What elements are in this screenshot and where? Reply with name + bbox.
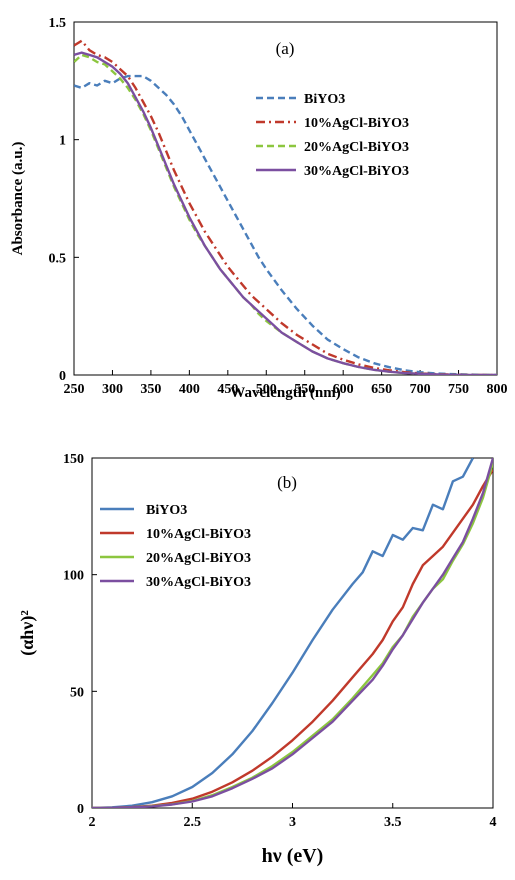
y-tick-label: 150 <box>63 452 84 467</box>
y-axis-label: (αhν)² <box>17 610 38 655</box>
legend-label: 30%AgCl-BiYO3 <box>146 575 251 590</box>
legend-label: BiYO3 <box>146 503 187 518</box>
y-tick-label: 100 <box>63 569 84 584</box>
legend-label: 20%AgCl-BiYO3 <box>146 551 251 566</box>
x-tick-label: 400 <box>179 382 200 397</box>
x-tick-label: 600 <box>333 382 354 397</box>
panel-label: (a) <box>276 39 295 58</box>
x-tick-label: 3.5 <box>384 815 402 830</box>
legend-label: 10%AgCl-BiYO3 <box>146 527 251 542</box>
panel-label: (b) <box>277 473 297 492</box>
legend-label: 20%AgCl-BiYO3 <box>304 140 409 155</box>
legend-label: 10%AgCl-BiYO3 <box>304 116 409 131</box>
x-tick-label: 2 <box>89 815 96 830</box>
x-tick-label: 550 <box>294 382 315 397</box>
x-tick-label: 300 <box>102 382 123 397</box>
legend-label: 30%AgCl-BiYO3 <box>304 164 409 179</box>
legend: BiYO3 10%AgCl-BiYO3 20%AgCl-BiYO3 30%AgCl-B… <box>100 503 251 590</box>
chart-panel-a: 250 300 350 400 450 500 550 600 650 700 750 800 0 0.5… <box>10 16 508 401</box>
y-tick-label: 0.5 <box>49 251 67 266</box>
x-tick-label: 350 <box>140 382 161 397</box>
x-tick-label: 500 <box>256 382 277 397</box>
y-tick-label: 0 <box>77 802 84 817</box>
series-line-10-agcl-biyo3 <box>92 469 493 808</box>
x-axis-label: hν (eV) <box>262 845 324 867</box>
x-tick-label: 650 <box>371 382 392 397</box>
y-tick-label: 1 <box>59 134 66 149</box>
y-tick-label: 50 <box>70 685 84 700</box>
series-line-biyo3 <box>74 74 497 375</box>
series-line-30-agcl-biyo3 <box>92 458 493 808</box>
series-line-30-agcl-biyo3 <box>74 51 497 375</box>
x-tick-label: 450 <box>217 382 238 397</box>
x-tick-label: 250 <box>64 382 85 397</box>
x-tick-label: 4 <box>490 815 497 830</box>
series-line-biyo3 <box>92 458 474 808</box>
x-tick-label: 2.5 <box>184 815 202 830</box>
plot-frame <box>73 21 498 376</box>
x-tick-label: 750 <box>448 382 469 397</box>
legend: BiYO3 10%AgCl-BiYO3 20%AgCl-BiYO3 30%AgCl-B… <box>256 92 409 179</box>
chart-panel-b: 2 2.5 3 3.5 4 0 50 100 150 hν (eV) (αhν)² (b) BiYO3 1… <box>17 452 497 867</box>
x-tick-label: 700 <box>410 382 431 397</box>
x-tick-label: 800 <box>487 382 508 397</box>
x-tick-label: 3 <box>289 815 296 830</box>
series-line-10-agcl-biyo3 <box>74 39 497 375</box>
y-tick-label: 0 <box>59 369 66 384</box>
y-tick-label: 1.5 <box>49 16 67 31</box>
legend-label: BiYO3 <box>304 92 345 107</box>
x-axis-label: Wavelength (nm) <box>230 385 340 401</box>
y-axis-label: Absorbance (a.u.) <box>10 142 26 256</box>
